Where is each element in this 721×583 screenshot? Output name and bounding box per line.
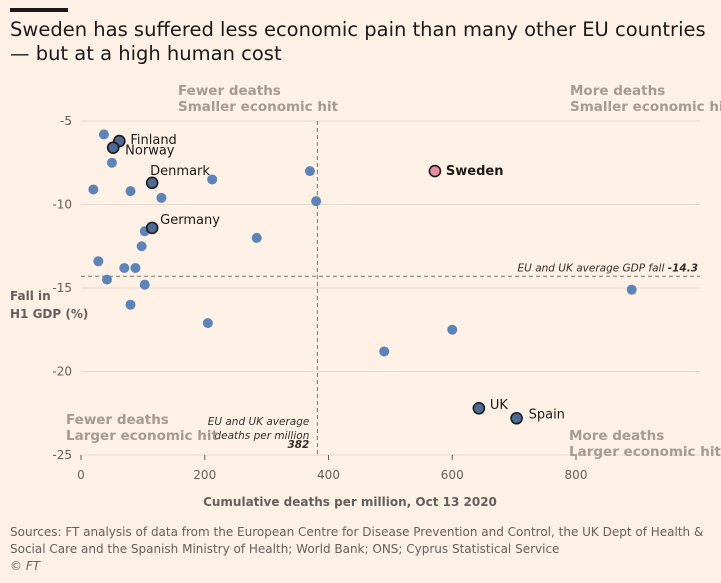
point-label-sweden: Sweden <box>446 164 504 179</box>
point-label-spain: Spain <box>529 407 565 422</box>
point-denmark <box>145 176 159 190</box>
sources-line-1: Sources: FT analysis of data from the Eu… <box>10 525 704 539</box>
point <box>101 274 112 285</box>
y-tick-label: -25 <box>52 448 72 462</box>
point <box>130 262 141 273</box>
x-axis-title: Cumulative deaths per million, Oct 13 20… <box>203 495 497 509</box>
point-germany <box>145 221 159 235</box>
y-tick-label: -20 <box>52 365 72 379</box>
avg-deaths-label: deaths per million <box>214 430 309 442</box>
point <box>88 184 99 195</box>
point-sweden <box>428 164 442 178</box>
point <box>125 299 136 310</box>
quadrant-label-top-right: Smaller economic hit <box>570 99 721 115</box>
point-norway <box>106 141 120 155</box>
point-uk <box>472 401 486 415</box>
point <box>119 262 130 273</box>
y-tick-label: -5 <box>60 114 72 128</box>
sources-line-2: Social Care and the Spanish Ministry of … <box>10 542 560 556</box>
point <box>626 284 637 295</box>
point <box>202 318 213 329</box>
axis-layer: -5 -10 -15 -20 -25 0 200 400 600 800 Cumulative de… <box>10 114 587 509</box>
x-tick-label: 800 <box>565 468 588 482</box>
avg-gdp-label: EU and UK average GDP fall -14.3 <box>518 262 698 274</box>
quadrant-label-bottom-right: More deaths <box>569 428 664 444</box>
quadrant-label-bottom-right: Larger economic hit <box>569 444 721 460</box>
x-tick-label: 600 <box>441 468 464 482</box>
y-tick-label: -15 <box>52 281 72 295</box>
avg-deaths-label: EU and UK average <box>208 416 310 428</box>
point-label-denmark: Denmark <box>150 164 210 179</box>
point <box>311 196 322 207</box>
point <box>125 186 136 197</box>
point-label-norway: Norway <box>125 144 175 159</box>
chart-title: Sweden has suffered less economic pain t… <box>10 18 706 65</box>
avg-deaths-value: 382 <box>287 439 309 451</box>
y-tick-label: -10 <box>52 198 72 212</box>
point <box>98 129 109 140</box>
ft-top-rule <box>10 8 68 12</box>
point <box>207 174 218 185</box>
quadrant-label-bottom-left: Larger economic hit <box>66 428 219 444</box>
point-label-finland: Finland <box>130 133 176 148</box>
point <box>106 157 117 168</box>
point-label-uk: UK <box>490 398 509 413</box>
x-tick-label: 200 <box>193 468 216 482</box>
point <box>379 346 390 357</box>
chart-footer: Sources: FT analysis of data from the Eu… <box>10 524 710 575</box>
quadrant-label-top-left: Fewer deaths <box>178 83 281 99</box>
point <box>447 324 458 335</box>
point <box>139 279 150 290</box>
point <box>136 241 147 252</box>
quadrant-label-top-left: Smaller economic hit <box>178 99 339 115</box>
grid-layer <box>81 120 700 456</box>
quadrant-label-bottom-left: Fewer deaths <box>66 412 169 428</box>
y-axis-title: Fall in H1 GDP (%) <box>10 289 88 321</box>
data-points <box>88 129 637 425</box>
quadrant-label-top-right: More deaths <box>570 83 665 99</box>
point-spain <box>510 411 523 425</box>
point <box>251 232 262 243</box>
point-label-germany: Germany <box>160 213 220 228</box>
point <box>93 256 104 267</box>
scatter-chart: -5 -10 -15 -20 -25 0 200 400 600 800 Cumulative de… <box>10 83 721 509</box>
x-tick-label: 400 <box>317 468 340 482</box>
point <box>156 192 167 203</box>
credit-line: © FT <box>10 559 41 573</box>
point <box>304 166 315 177</box>
x-tick-label: 0 <box>77 468 85 482</box>
